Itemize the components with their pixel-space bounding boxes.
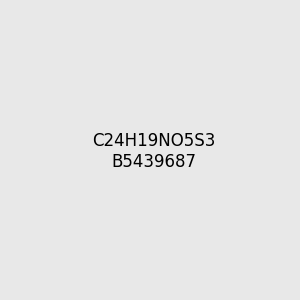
Text: C24H19NO5S3
B5439687: C24H19NO5S3 B5439687 [92,132,215,171]
